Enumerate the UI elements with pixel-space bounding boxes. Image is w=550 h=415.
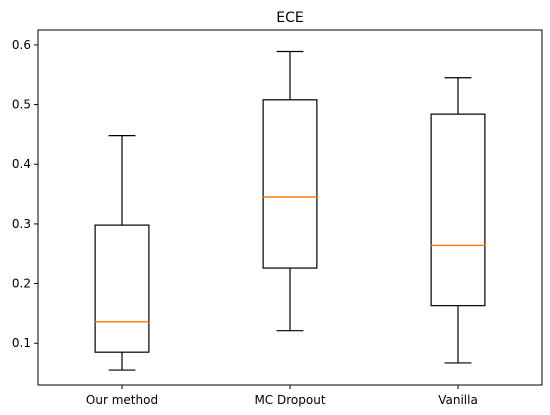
y-tick-label: 0.1 xyxy=(12,336,31,350)
y-tick-label: 0.5 xyxy=(12,98,31,112)
box-2 xyxy=(262,50,318,332)
iqr-box xyxy=(94,224,150,353)
x-axis: Our method MC Dropout Vanilla xyxy=(86,385,478,407)
x-tick-label: Our method xyxy=(86,393,158,407)
x-tick-label: MC Dropout xyxy=(254,393,325,407)
iqr-box xyxy=(262,99,318,269)
boxes-group xyxy=(94,50,486,371)
box-3 xyxy=(430,77,486,364)
y-tick-label: 0.4 xyxy=(12,157,31,171)
y-tick-label: 0.6 xyxy=(12,38,31,52)
x-tick-label: Vanilla xyxy=(438,393,478,407)
iqr-box xyxy=(430,113,486,307)
box-1 xyxy=(94,135,150,371)
chart-title: ECE xyxy=(276,10,303,26)
y-tick-label: 0.2 xyxy=(12,277,31,291)
y-tick-label: 0.3 xyxy=(12,217,31,231)
y-axis: 0.1 0.2 0.3 0.4 0.5 0.6 xyxy=(12,38,38,350)
